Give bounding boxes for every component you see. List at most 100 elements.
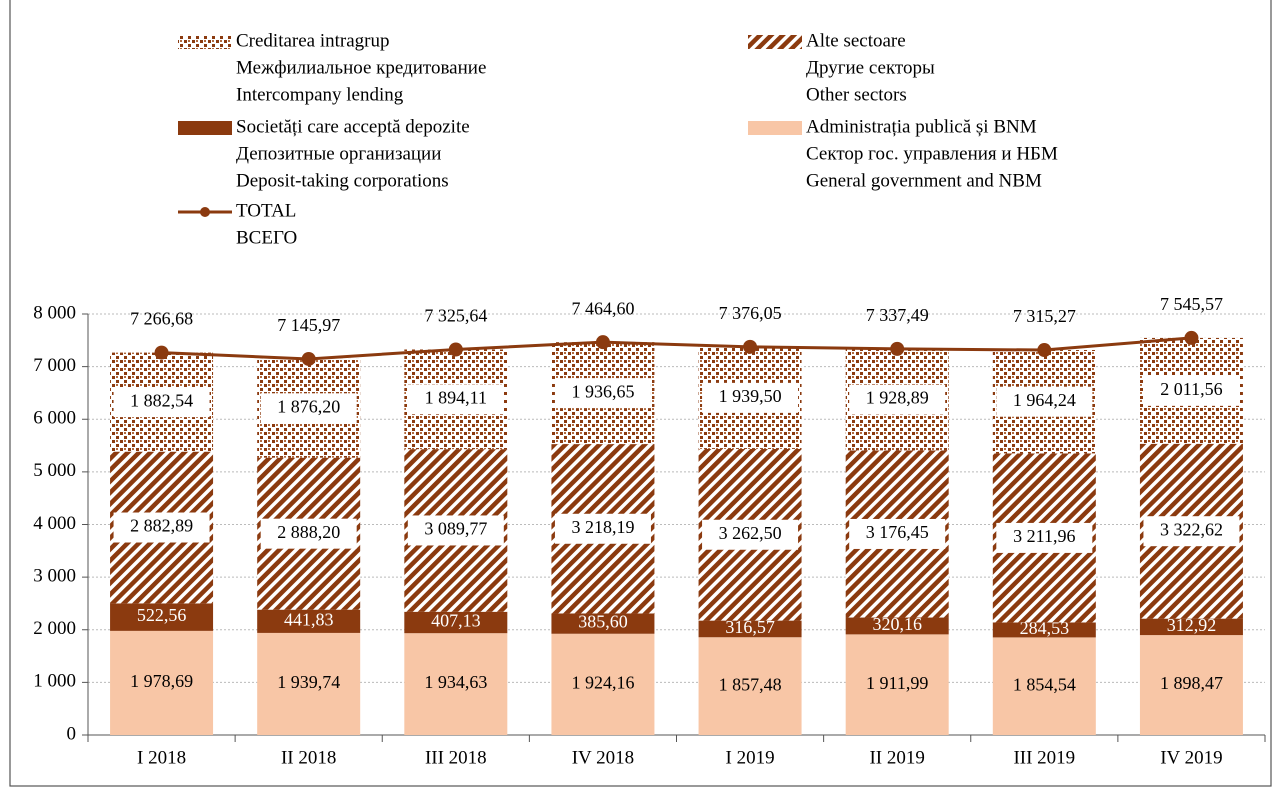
total-label: 7 145,97	[277, 315, 340, 335]
legend-label: Creditarea intragrup	[236, 30, 390, 51]
label-box	[1143, 516, 1240, 547]
bar-segment	[404, 633, 508, 735]
value-label: 2 882,89	[130, 516, 193, 536]
value-label: 1 964,24	[1013, 390, 1076, 410]
label-box	[996, 522, 1093, 553]
value-label: 2 888,20	[277, 522, 340, 542]
x-tick-label: IV 2019	[1160, 747, 1222, 768]
value-label: 1 894,11	[425, 387, 487, 407]
x-tick-label: IV 2018	[572, 747, 634, 768]
value-label: 1 882,54	[130, 390, 193, 410]
label-box	[1143, 375, 1240, 406]
label-box	[702, 382, 799, 413]
value-label: 312,92	[1167, 615, 1217, 635]
total-label: 7 266,68	[130, 309, 193, 329]
total-marker	[301, 351, 316, 366]
value-label: 2 011,56	[1160, 379, 1222, 399]
legend-label: Межфилиальное кредитование	[236, 57, 486, 78]
bar-segment	[257, 632, 361, 735]
value-label: 407,13	[431, 611, 481, 631]
label-box	[113, 387, 210, 418]
bar-segment	[1139, 635, 1243, 735]
legend-label: Alte sectoare	[806, 30, 906, 51]
total-marker	[448, 342, 463, 357]
value-label: 1 857,48	[719, 674, 782, 694]
legend-swatch	[748, 35, 802, 49]
legend-label: Другие секторы	[806, 57, 935, 78]
bar-segment	[110, 603, 214, 631]
total-marker	[595, 335, 610, 350]
bar-segment	[1139, 618, 1243, 636]
value-label: 1 898,47	[1160, 673, 1223, 693]
x-tick-label: I 2018	[137, 747, 186, 768]
value-label: 3 176,45	[866, 522, 929, 542]
legend-label: Депозитные организации	[236, 143, 441, 164]
y-tick-label: 6 000	[33, 408, 76, 429]
value-label: 1 939,74	[277, 672, 340, 692]
bar-segment	[845, 634, 949, 735]
total-label: 7 464,60	[571, 298, 634, 318]
total-marker	[1037, 343, 1052, 358]
y-tick-label: 7 000	[33, 355, 76, 376]
y-tick-label: 1 000	[33, 671, 76, 692]
legend-marker	[200, 207, 210, 217]
value-label: 316,57	[725, 617, 775, 637]
value-label: 385,60	[578, 612, 628, 632]
label-box	[260, 393, 357, 424]
value-label: 3 089,77	[424, 519, 487, 539]
legend-label: Other sectors	[806, 84, 907, 105]
bar-segment	[110, 630, 214, 735]
value-label: 3 322,62	[1160, 519, 1223, 539]
total-marker	[743, 339, 758, 354]
label-box	[260, 518, 357, 549]
y-tick-label: 2 000	[33, 618, 76, 639]
legend-swatch	[178, 121, 232, 135]
bar-segment	[845, 617, 949, 635]
value-label: 284,53	[1020, 618, 1070, 638]
value-label: 3 218,19	[571, 517, 634, 537]
value-label: 1 876,20	[277, 396, 340, 416]
bar-segment	[992, 622, 1096, 638]
total-label: 7 325,64	[424, 306, 487, 326]
total-line	[161, 336, 1192, 361]
legend-label: Societăți care acceptă depozite	[236, 116, 470, 137]
value-label: 1 939,50	[719, 386, 782, 406]
y-tick-label: 8 000	[33, 302, 76, 323]
bar-segment	[551, 633, 655, 735]
value-label: 3 211,96	[1013, 526, 1075, 546]
y-tick-label: 3 000	[33, 565, 76, 586]
x-tick-label: III 2018	[425, 747, 487, 768]
legend-label: Deposit-taking corporations	[236, 170, 449, 191]
label-box	[113, 512, 210, 543]
label-box	[554, 378, 651, 409]
label-box	[702, 519, 799, 550]
bar-segment	[698, 637, 802, 735]
bar-segment	[992, 637, 1096, 735]
value-label: 1 928,89	[866, 388, 929, 408]
label-box	[996, 386, 1093, 417]
y-tick-label: 4 000	[33, 513, 76, 534]
total-label: 7 545,57	[1160, 294, 1223, 314]
label-box	[849, 518, 946, 549]
label-box	[849, 384, 946, 415]
label-box	[554, 513, 651, 544]
value-label: 441,83	[284, 609, 334, 629]
x-tick-label: II 2019	[869, 747, 924, 768]
legend-label: Intercompany lending	[236, 84, 404, 105]
legend-label: General government and NBM	[806, 170, 1042, 191]
label-box	[407, 515, 504, 546]
total-label: 7 376,05	[719, 303, 782, 323]
value-label: 3 262,50	[719, 523, 782, 543]
bar-segment	[404, 611, 508, 634]
frame	[9, 0, 1272, 787]
value-label: 1 978,69	[130, 671, 193, 691]
total-marker	[154, 345, 169, 360]
value-label: 1 936,65	[571, 381, 634, 401]
value-label: 320,16	[872, 614, 922, 634]
value-label: 1 934,63	[424, 672, 487, 692]
value-label: 1 911,99	[866, 673, 928, 693]
total-marker	[890, 341, 905, 356]
legend-label: TOTAL	[236, 200, 296, 221]
total-marker	[1184, 330, 1199, 345]
